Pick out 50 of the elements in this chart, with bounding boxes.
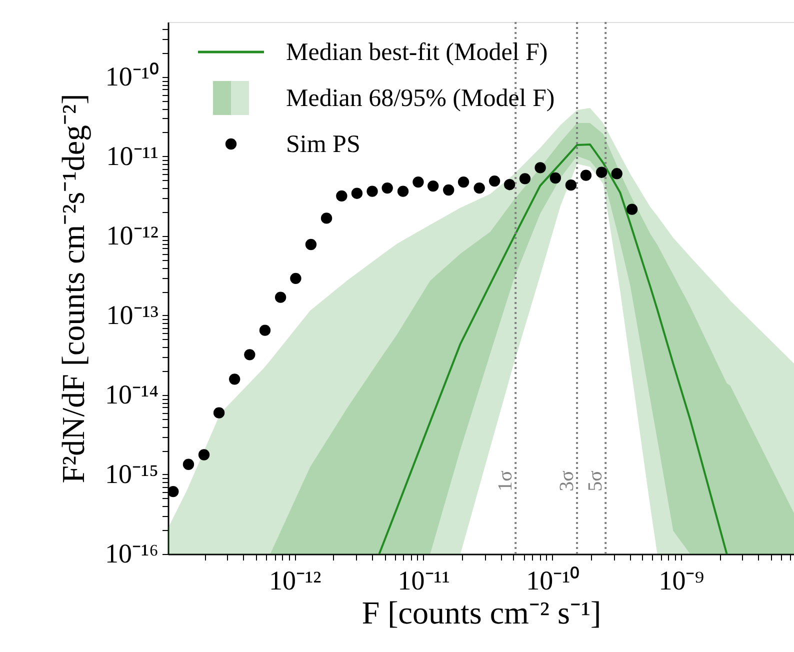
- point: [519, 173, 531, 184]
- point: [182, 458, 194, 470]
- point: [228, 374, 240, 385]
- point: [336, 190, 348, 202]
- x-tick-label: 10⁻¹⁰: [526, 566, 580, 596]
- x-tick-label: 10⁻⁹: [658, 566, 704, 596]
- point: [213, 407, 225, 418]
- point: [397, 186, 409, 197]
- x-axis-title: F [counts cm⁻² s⁻¹]: [362, 594, 602, 630]
- point: [488, 175, 500, 187]
- legend-label: Median best-fit (Model F): [286, 39, 548, 66]
- point: [320, 212, 332, 224]
- point: [168, 486, 179, 498]
- y-tick-label: 10⁻¹⁴: [104, 379, 158, 410]
- y-tick-label: 10⁻¹³: [106, 300, 158, 330]
- point: [474, 182, 485, 194]
- ref-line-label: 1σ: [494, 470, 517, 492]
- point: [534, 162, 546, 174]
- point: [351, 188, 363, 199]
- point: [458, 176, 470, 188]
- point: [244, 349, 256, 360]
- point: [259, 324, 271, 336]
- point: [626, 204, 638, 215]
- x-tick-label: 10⁻¹¹: [398, 566, 450, 596]
- point: [565, 179, 577, 191]
- y-tick-label: 10⁻¹⁰: [105, 61, 158, 92]
- y-tick-label: 10⁻¹⁵: [104, 458, 158, 489]
- point: [274, 292, 286, 303]
- point: [550, 172, 561, 184]
- point: [198, 449, 210, 460]
- point: [443, 184, 454, 196]
- legend-label: Sim PS: [286, 131, 360, 158]
- point: [596, 166, 608, 178]
- y-tick-label: 10⁻¹⁶: [104, 538, 158, 568]
- point: [366, 186, 378, 197]
- point: [382, 182, 393, 194]
- point: [580, 170, 592, 181]
- x-tick-label: 10⁻¹²: [268, 566, 322, 596]
- point: [305, 238, 317, 250]
- y-axis-title: F²dN/dF [counts cm⁻²s⁻¹deg⁻²]: [54, 94, 91, 484]
- point: [412, 176, 424, 188]
- point: [504, 179, 516, 190]
- legend-label: Median 68/95% (Model F): [286, 85, 555, 112]
- y-tick-label: 10⁻¹¹: [106, 140, 158, 171]
- ref-line-label: 3σ: [556, 470, 578, 492]
- point: [428, 180, 439, 192]
- point: [611, 168, 622, 180]
- ref-line-label: 5σ: [584, 470, 607, 492]
- point: [290, 272, 302, 284]
- y-tick-label: 10⁻¹²: [106, 220, 158, 250]
